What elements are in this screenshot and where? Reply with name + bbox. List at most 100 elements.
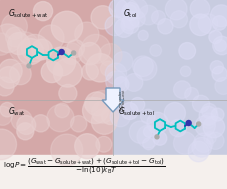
Bar [0, 155, 227, 189]
Circle shape [51, 11, 83, 43]
Circle shape [202, 103, 217, 119]
Circle shape [84, 97, 98, 111]
Circle shape [141, 109, 155, 124]
Circle shape [109, 0, 128, 18]
Circle shape [165, 0, 187, 20]
Circle shape [38, 25, 64, 51]
Circle shape [164, 102, 185, 124]
Circle shape [0, 106, 12, 125]
Circle shape [47, 47, 76, 76]
Circle shape [143, 138, 155, 150]
Circle shape [190, 0, 210, 18]
Text: $G_{\mathrm{wat}}$: $G_{\mathrm{wat}}$ [8, 105, 26, 118]
Circle shape [123, 5, 137, 18]
Circle shape [72, 51, 76, 55]
Circle shape [106, 71, 127, 92]
Circle shape [99, 44, 122, 67]
Circle shape [53, 58, 82, 87]
Circle shape [79, 43, 101, 65]
Circle shape [101, 61, 116, 76]
Circle shape [110, 107, 130, 127]
Circle shape [215, 77, 227, 94]
Bar [113, 0, 227, 100]
Bar [113, 100, 227, 155]
Circle shape [192, 137, 212, 157]
Circle shape [194, 133, 213, 152]
Circle shape [133, 56, 153, 77]
Circle shape [209, 30, 222, 44]
Circle shape [75, 134, 100, 159]
Circle shape [199, 106, 218, 125]
Circle shape [55, 103, 69, 118]
Circle shape [137, 125, 160, 148]
Circle shape [198, 14, 218, 33]
Circle shape [67, 40, 84, 57]
Circle shape [210, 61, 224, 74]
Text: $G_{\mathrm{solute+wat}}$: $G_{\mathrm{solute+wat}}$ [8, 7, 48, 19]
Circle shape [0, 129, 17, 160]
Circle shape [17, 115, 36, 135]
Circle shape [179, 43, 196, 59]
Circle shape [143, 126, 154, 137]
Circle shape [123, 12, 139, 29]
Circle shape [186, 121, 191, 125]
Circle shape [105, 16, 125, 36]
Circle shape [195, 116, 215, 136]
Circle shape [0, 102, 14, 117]
Circle shape [5, 27, 25, 47]
Circle shape [139, 5, 158, 25]
Circle shape [173, 132, 196, 154]
Circle shape [114, 77, 129, 92]
Circle shape [213, 36, 227, 55]
Text: $G_{\mathrm{tol}}$: $G_{\mathrm{tol}}$ [123, 7, 137, 19]
Circle shape [0, 33, 12, 55]
Circle shape [61, 43, 82, 64]
Bar [0, 100, 113, 155]
Circle shape [155, 135, 159, 139]
Circle shape [17, 38, 43, 65]
Circle shape [129, 121, 152, 143]
Circle shape [102, 108, 119, 125]
Circle shape [138, 30, 148, 40]
Circle shape [192, 95, 210, 112]
Circle shape [150, 45, 162, 56]
Circle shape [158, 19, 173, 34]
Circle shape [173, 81, 191, 98]
Circle shape [203, 116, 225, 138]
Circle shape [190, 14, 211, 36]
Circle shape [59, 50, 64, 54]
Circle shape [0, 24, 22, 53]
Circle shape [0, 67, 20, 88]
Circle shape [122, 17, 136, 31]
Circle shape [90, 91, 116, 117]
Circle shape [180, 66, 191, 77]
Circle shape [215, 40, 226, 51]
Circle shape [82, 63, 98, 80]
Circle shape [9, 32, 39, 62]
Circle shape [147, 112, 168, 134]
Circle shape [8, 33, 30, 55]
Circle shape [153, 132, 167, 145]
Circle shape [125, 74, 143, 91]
Circle shape [114, 18, 133, 37]
Circle shape [105, 63, 127, 84]
Circle shape [21, 34, 49, 62]
Circle shape [92, 101, 114, 123]
Circle shape [185, 88, 199, 101]
Circle shape [75, 22, 99, 46]
Circle shape [33, 2, 53, 21]
Circle shape [115, 0, 139, 22]
Circle shape [71, 115, 87, 132]
Bar [0, 0, 113, 100]
Circle shape [204, 132, 216, 144]
Circle shape [121, 15, 139, 34]
Circle shape [122, 2, 140, 20]
Circle shape [188, 141, 209, 162]
Text: $G_{\mathrm{solute+tol}}$: $G_{\mathrm{solute+tol}}$ [118, 105, 155, 118]
Circle shape [131, 98, 145, 112]
Circle shape [2, 13, 27, 39]
Circle shape [41, 61, 63, 83]
Circle shape [17, 123, 34, 140]
Circle shape [0, 59, 22, 83]
Circle shape [83, 98, 109, 124]
